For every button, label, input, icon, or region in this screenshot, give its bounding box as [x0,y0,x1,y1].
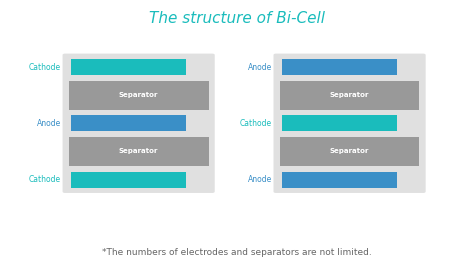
Bar [71,172,186,188]
Bar [282,115,397,131]
FancyBboxPatch shape [273,54,426,193]
Bar [280,81,419,110]
Bar [282,59,397,75]
Text: *The numbers of electrodes and separators are not limited.: *The numbers of electrodes and separator… [102,248,372,257]
Text: Anode: Anode [248,175,272,184]
Bar [282,172,397,188]
Text: Separator: Separator [119,92,158,98]
Bar [69,81,209,110]
Text: Separator: Separator [330,148,369,154]
Text: Separator: Separator [119,148,158,154]
Bar [71,59,186,75]
Text: Separator: Separator [330,92,369,98]
Text: Anode: Anode [37,119,61,128]
Text: Cathode: Cathode [240,119,272,128]
FancyBboxPatch shape [63,54,215,193]
Text: Anode: Anode [248,62,272,72]
Bar [71,115,186,131]
Bar [69,137,209,166]
Bar [280,137,419,166]
Text: Cathode: Cathode [29,62,61,72]
Text: The structure of Bi-Cell: The structure of Bi-Cell [149,11,325,26]
Text: Cathode: Cathode [29,175,61,184]
